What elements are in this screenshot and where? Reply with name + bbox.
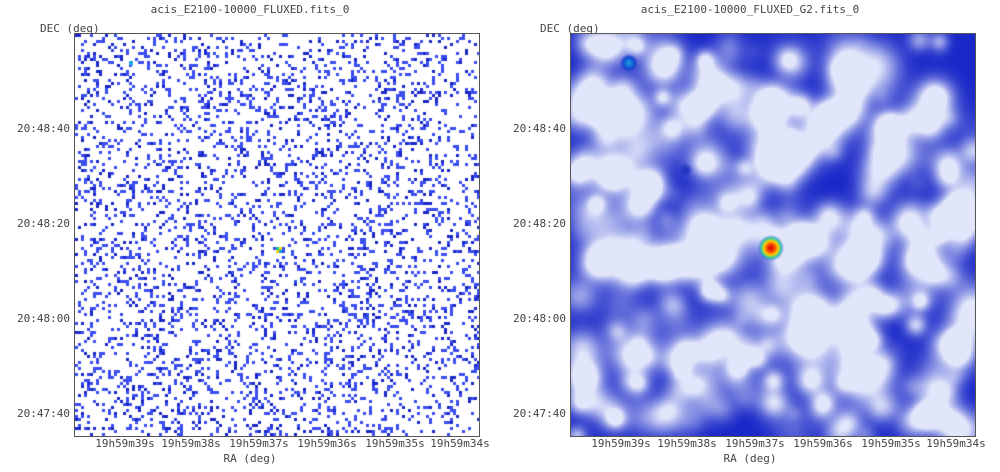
x-tick-label: 19h59m35s [861,437,921,450]
y-axis-label: DEC (deg) [40,22,100,35]
image-plot-smoothed[interactable] [570,33,976,437]
y-tick-label: 20:48:00 [513,312,566,325]
x-tick-label: 19h59m36s [297,437,357,450]
raw-image-canvas[interactable] [75,34,479,436]
image-plot-raw[interactable] [74,33,480,437]
x-tick-label: 19h59m34s [926,437,986,450]
y-tick-label: 20:47:40 [17,407,70,420]
panel-title: acis_E2100-10000_FLUXED_G2.fits_0 [640,3,860,16]
panel-smoothed-image: acis_E2100-10000_FLUXED_G2.fits_0 DEC (d… [500,0,1000,472]
y-tick-label: 20:48:00 [17,312,70,325]
smoothed-image-canvas[interactable] [571,34,975,436]
x-tick-label: 19h59m39s [591,437,651,450]
x-tick-label: 19h59m37s [229,437,289,450]
panel-title: acis_E2100-10000_FLUXED.fits_0 [150,3,350,16]
y-tick-label: 20:48:20 [17,217,70,230]
x-tick-label: 19h59m34s [430,437,490,450]
y-tick-label: 20:48:40 [513,122,566,135]
x-tick-label: 19h59m39s [95,437,155,450]
y-tick-label: 20:48:40 [17,122,70,135]
y-tick-label: 20:48:20 [513,217,566,230]
y-tick-label: 20:47:40 [513,407,566,420]
x-axis-label: RA (deg) [723,452,777,465]
x-tick-label: 19h59m35s [365,437,425,450]
x-tick-label: 19h59m38s [161,437,221,450]
x-axis-label: RA (deg) [223,452,277,465]
x-tick-label: 19h59m36s [793,437,853,450]
panel-raw-image: acis_E2100-10000_FLUXED.fits_0 DEC (deg)… [17,3,490,465]
y-axis-label: DEC (deg) [540,22,600,35]
x-tick-label: 19h59m38s [657,437,717,450]
x-tick-label: 19h59m37s [725,437,785,450]
